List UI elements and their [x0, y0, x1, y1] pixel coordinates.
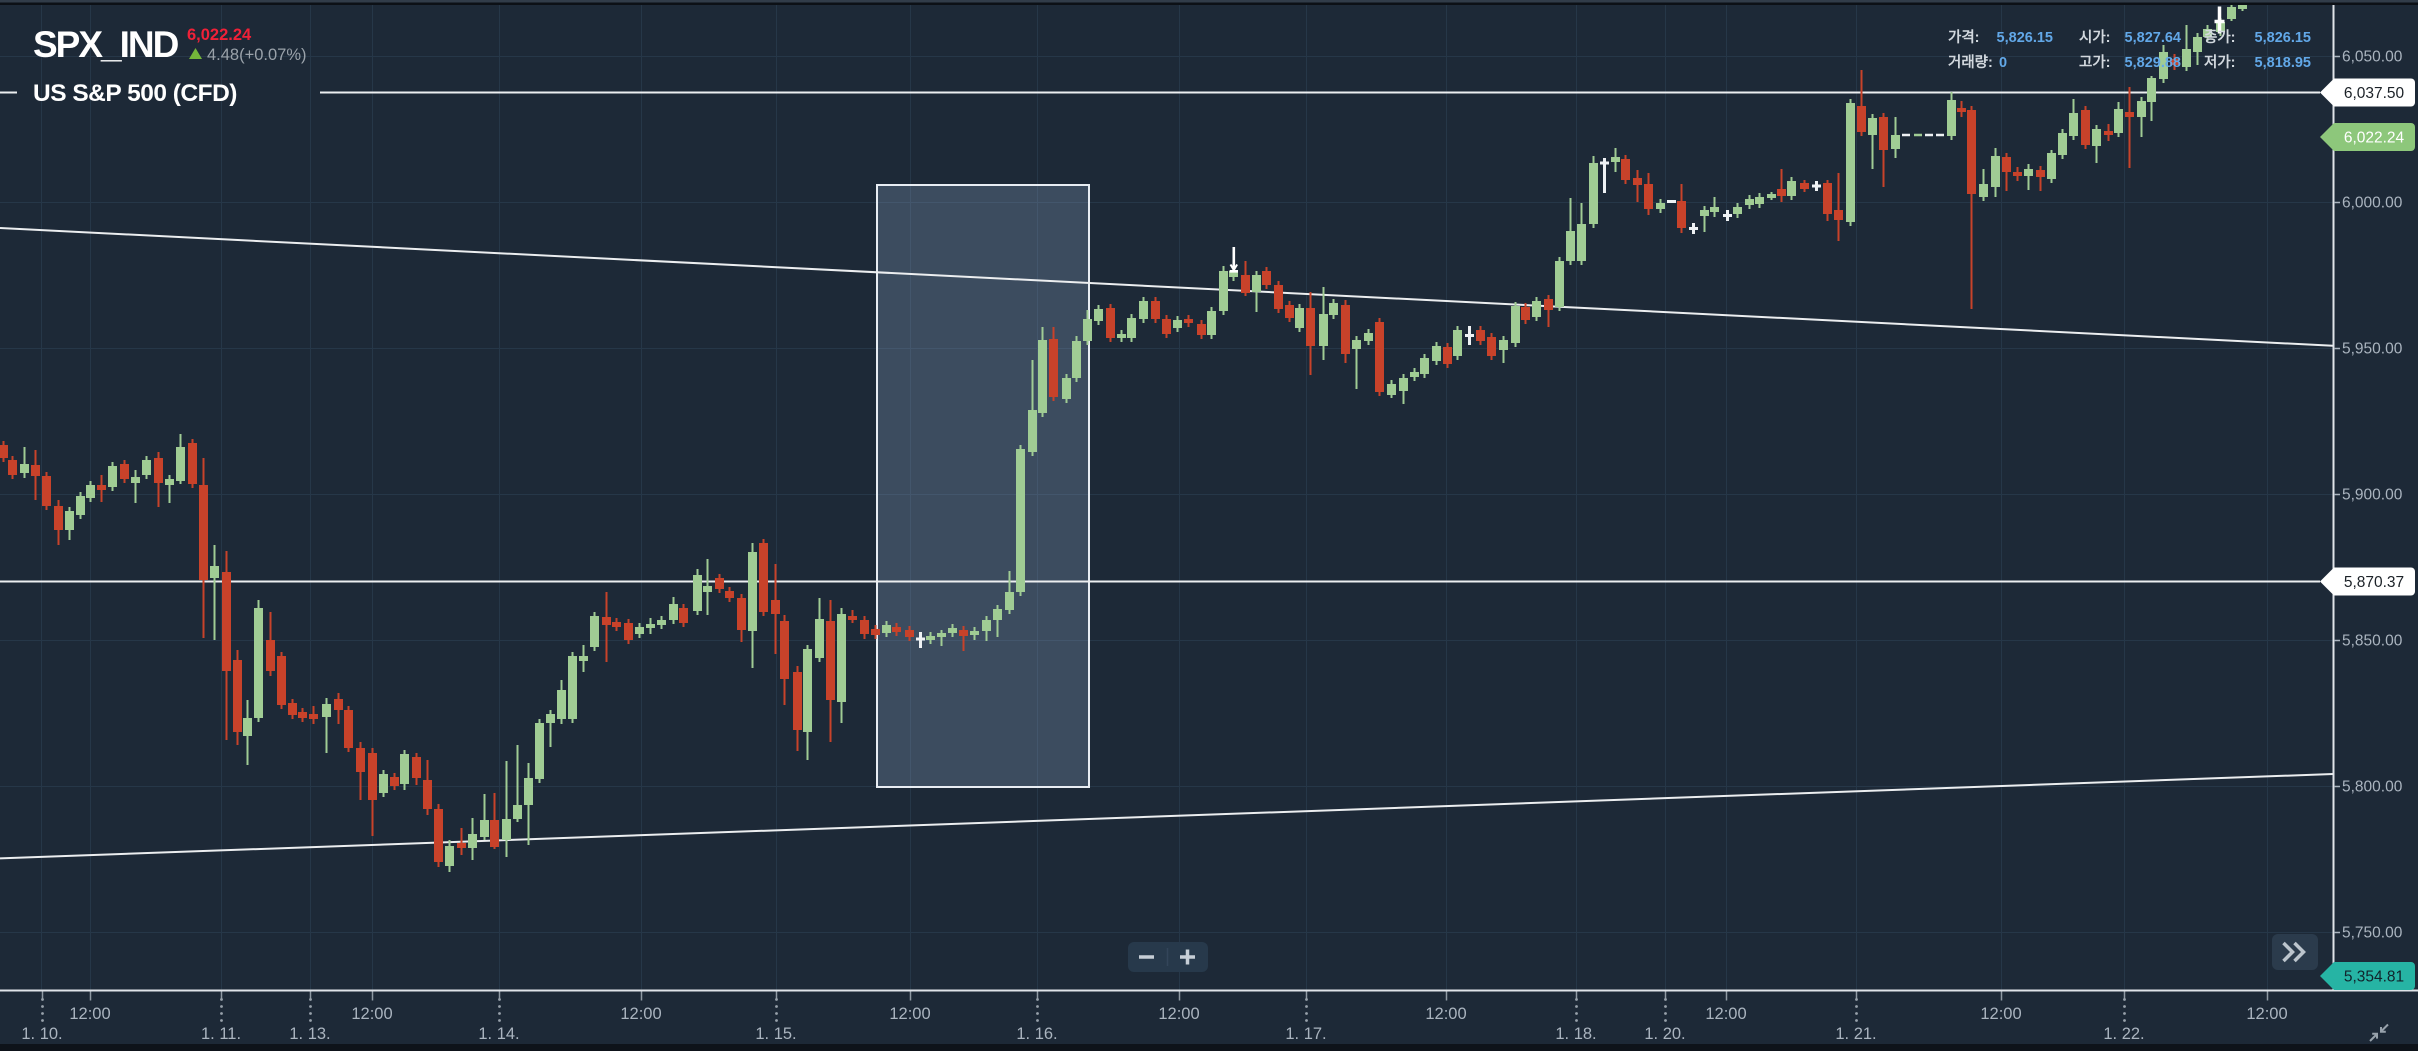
svg-text:1. 14.: 1. 14.: [478, 1025, 519, 1043]
svg-text:US S&P 500 (CFD): US S&P 500 (CFD): [33, 80, 237, 107]
svg-text:5,800.00: 5,800.00: [2342, 779, 2403, 796]
svg-text:6,050.00: 6,050.00: [2342, 49, 2403, 66]
svg-text:5,829.88: 5,829.88: [2125, 55, 2181, 71]
svg-text:6,022.24: 6,022.24: [187, 26, 252, 44]
svg-text:고가:: 고가:: [2079, 54, 2111, 71]
svg-text:1. 18.: 1. 18.: [1555, 1025, 1596, 1043]
svg-text:5,870.37: 5,870.37: [2344, 574, 2404, 591]
svg-text:5,354.81: 5,354.81: [2344, 969, 2404, 986]
svg-text:가격:: 가격:: [1948, 28, 1980, 46]
svg-text:종가:: 종가:: [2204, 29, 2236, 46]
svg-text:0: 0: [1999, 55, 2007, 71]
svg-text:저가:: 저가:: [2204, 54, 2236, 71]
svg-text:1. 17.: 1. 17.: [1285, 1025, 1326, 1043]
svg-text:12:00: 12:00: [1425, 1005, 1466, 1023]
svg-text:12:00: 12:00: [1158, 1005, 1199, 1023]
svg-text:1. 10.: 1. 10.: [21, 1025, 62, 1043]
svg-text:5,850.00: 5,850.00: [2342, 633, 2403, 650]
svg-text:1. 11.: 1. 11.: [201, 1025, 241, 1043]
svg-text:5,950.00: 5,950.00: [2342, 341, 2403, 358]
svg-text:12:00: 12:00: [1705, 1005, 1746, 1023]
svg-text:1. 21.: 1. 21.: [1835, 1025, 1876, 1043]
svg-text:6,000.00: 6,000.00: [2342, 195, 2403, 212]
svg-text:12:00: 12:00: [69, 1005, 110, 1023]
svg-text:6,022.24: 6,022.24: [2344, 130, 2405, 147]
svg-text:5,827.64: 5,827.64: [2125, 30, 2181, 46]
svg-text:12:00: 12:00: [620, 1005, 661, 1023]
svg-text:12:00: 12:00: [351, 1005, 392, 1023]
svg-text:5,900.00: 5,900.00: [2342, 487, 2403, 504]
svg-text:6,037.50: 6,037.50: [2344, 85, 2405, 102]
svg-text:1. 20.: 1. 20.: [1644, 1025, 1685, 1043]
svg-text:1. 16.: 1. 16.: [1016, 1025, 1057, 1043]
svg-text:시가:: 시가:: [2079, 29, 2111, 46]
svg-text:1. 22.: 1. 22.: [2103, 1025, 2144, 1043]
svg-text:5,826.15: 5,826.15: [2255, 30, 2311, 46]
svg-text:4.48(+0.07%): 4.48(+0.07%): [207, 46, 307, 64]
svg-text:SPX_IND: SPX_IND: [33, 24, 179, 65]
svg-text:5,750.00: 5,750.00: [2342, 925, 2403, 942]
svg-text:1. 15.: 1. 15.: [755, 1025, 796, 1043]
svg-text:거래량:: 거래량:: [1948, 53, 1993, 71]
svg-text:1. 13.: 1. 13.: [289, 1025, 330, 1043]
svg-text:12:00: 12:00: [889, 1005, 930, 1023]
svg-text:5,826.15: 5,826.15: [1997, 30, 2053, 46]
svg-text:5,818.95: 5,818.95: [2255, 55, 2311, 71]
svg-text:12:00: 12:00: [1980, 1005, 2021, 1023]
svg-text:12:00: 12:00: [2246, 1005, 2287, 1023]
